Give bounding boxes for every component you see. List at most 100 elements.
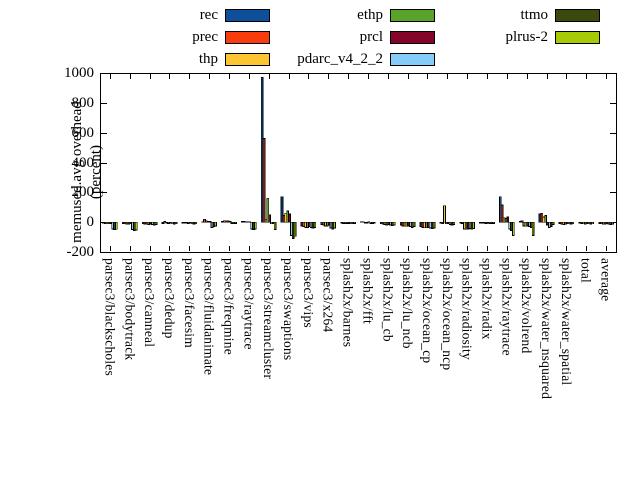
bar [611,221,614,225]
legend-swatch [225,9,270,22]
x-tick-label: splash2x/barnes [340,258,356,348]
bar [353,221,356,224]
bar [392,221,396,226]
legend-swatch [555,9,600,22]
x-tick-label: splash2x/ocean_ncp [439,258,455,371]
legend-label: ethp [357,7,383,23]
x-tick-label: parsec3/blackscholes [102,258,118,376]
bar [531,221,535,236]
bar [154,221,158,225]
legend-column: ethp prcl pdarc_v4_2_2 [223,7,435,75]
legend-item-pdarc_v4_2_2: pdarc_v4_2_2 [223,51,435,67]
x-tick-label: parsec3/facesim [181,258,197,348]
bar [443,205,446,223]
x-tick-label: parsec3/vips [300,258,316,328]
legend-label: prcl [359,29,383,45]
bar [214,221,217,227]
bar [234,221,237,224]
bar [268,214,271,223]
x-tick-label: splash2x/lu_cb [380,258,396,342]
legend-item-ethp: ethp [223,7,435,23]
y-tick-label: 200 [71,184,95,201]
bar [266,197,270,223]
x-tick-label: parsec3/swaptions [281,258,297,361]
x-tick-label: parsec3/dedup [161,258,177,339]
y-tick-label: 0 [86,214,95,231]
x-tick-label: parsec3/streamcluster [261,258,277,380]
bar [571,221,575,225]
x-tick-label: splash2x/raytrace [499,258,515,356]
bar [432,221,436,229]
x-tick-label: parsec3/fluidanimate [201,258,217,376]
bars-pdarc_v4_2_2 [111,221,611,236]
legend-label: ttmo [520,7,548,23]
y-tick-label: 1000 [64,65,94,81]
legend-label: rec [199,7,218,23]
x-tick-label: splash2x/water_nsquared [539,258,555,400]
bar [313,221,317,228]
bar [253,221,257,230]
x-tick-label: splash2x/volrend [519,258,535,354]
bar [280,196,284,223]
bar [544,215,547,223]
bar [441,221,445,224]
bars-ttmo [113,221,613,239]
bar [161,221,165,224]
y-tick-label: 800 [71,94,95,111]
bar [472,221,475,229]
x-tick-label: splash2x/water_spatial [558,258,574,386]
x-tick-label: average [598,258,614,302]
bar [591,221,595,225]
bar [500,204,504,223]
y-tick-label: 600 [71,124,95,141]
bar [194,221,198,225]
legend-swatch [390,31,435,44]
bars-plrus-2 [115,221,614,237]
bar [273,221,277,231]
bar [512,221,515,236]
legend-swatch [555,31,600,44]
x-tick-label: splash2x/radix [479,258,495,340]
legend-item-rec: rec [58,7,270,23]
x-tick-label: splash2x/lu_ncb [400,258,416,349]
x-tick-label: splash2x/ocean_cp [419,258,435,364]
legend-item-plrus-2: plrus-2 [388,29,600,45]
legend-label: plrus-2 [505,29,549,45]
legend-swatch [390,9,435,22]
legend-item-thp: thp [58,52,270,67]
legend-item-prcl: prcl [223,29,435,45]
legend-label: pdarc_v4_2_2 [297,51,383,67]
bar [520,220,524,223]
bar [373,221,376,224]
bars-prec [103,138,603,228]
legend-item-ttmo: ttmo [388,7,600,23]
bar [333,221,337,229]
x-tick-label: parsec3/freqmine [221,258,237,355]
bar [452,221,456,225]
legend-label: prec [192,29,218,45]
x-tick-label: splash2x/fft [360,258,376,324]
y-tick-label: 400 [71,154,95,171]
bar [115,221,118,230]
legend-item-prec: prec [58,29,270,45]
bars-ethp [107,197,607,230]
legend-column: ttmo plrus-2 [388,7,600,53]
bar [134,221,138,231]
legend-column: rec prec thp [58,7,270,75]
chart-legend: rec prec thp ethp prcl pdarc_v4_2_2 ttmo plrus-… [0,0,640,70]
x-tick-label: parsec3/x264 [320,258,336,333]
bar [506,216,510,223]
bar [551,221,555,225]
bars-rec [102,77,601,228]
x-tick-label: parsec3/canneal [142,258,158,348]
bar [288,213,291,223]
x-tick-label: parsec3/raytrace [241,258,257,350]
legend-swatch [225,53,270,66]
legend-swatch [225,31,270,44]
bar [262,138,266,223]
bar [293,221,297,237]
bar [492,221,495,224]
plot-frame [100,73,617,253]
